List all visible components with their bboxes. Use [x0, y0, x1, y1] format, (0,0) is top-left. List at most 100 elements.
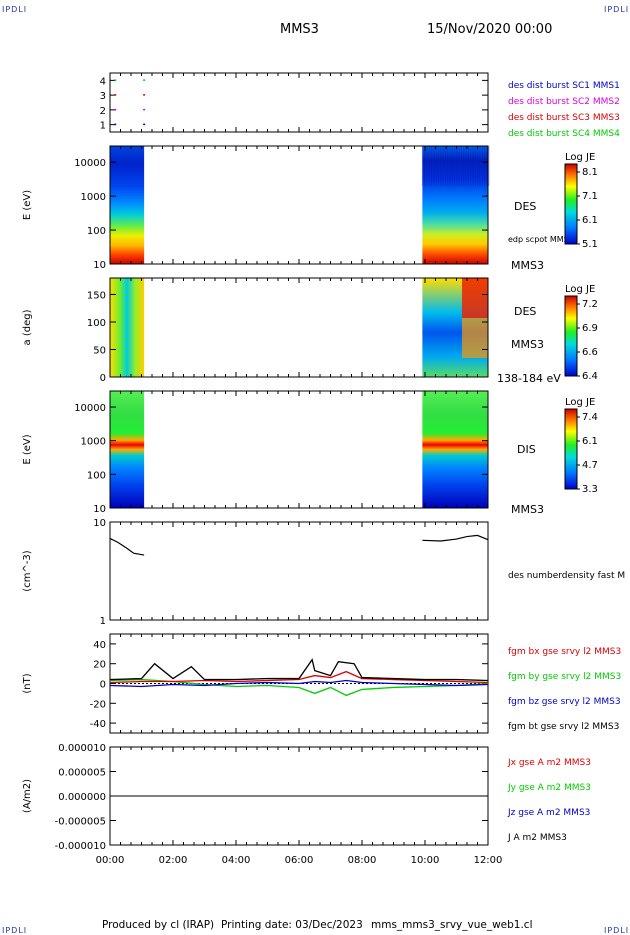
- footer-produced-by: Produced by cl (IRAP): [102, 919, 215, 931]
- panel-spacecraft-label: MMS3: [511, 338, 544, 351]
- bfield-legend-entry: fgm bx gse srvy l2 MMS3: [508, 647, 621, 657]
- y-tick-label: 0.000000: [58, 792, 106, 803]
- colorbar-tick-label: 7.4: [582, 412, 598, 423]
- colorbar-tick-label: 6.4: [582, 371, 598, 382]
- y-tick-label: 1: [100, 121, 106, 132]
- colorbar-tick-label: 6.1: [582, 436, 598, 447]
- dis-energy-spectrogram-block: [422, 391, 488, 508]
- burst-legend-entry: des dist burst SC2 MMS2: [508, 97, 620, 107]
- burst-legend-entry: des dist burst SC4 MMS4: [508, 129, 620, 139]
- current-legend-entry: Jx gse A m2 MMS3: [507, 758, 591, 768]
- x-tick-label: 12:00: [474, 855, 503, 866]
- panel-instrument-label: DES: [514, 305, 536, 318]
- y-tick-label: 150: [87, 291, 106, 302]
- panel-overlay-label: edp scpot MMS3: [508, 235, 574, 244]
- y-tick-label: 50: [93, 346, 106, 357]
- density-series-line: [422, 534, 489, 542]
- bfield-legend-entry: fgm bt gse srvy l2 MMS3: [508, 722, 619, 732]
- colorbar-tick-label: 7.2: [582, 299, 598, 310]
- colorbar-tick-label: 6.9: [582, 323, 598, 334]
- y-tick-label: 0.000005: [58, 768, 106, 779]
- y-tick-label: 0: [100, 680, 106, 691]
- corner-mark-bottom-left: IPDLI: [2, 926, 28, 935]
- y-tick-label: 100: [87, 318, 106, 329]
- colorbar-tick-label: 4.7: [582, 460, 598, 471]
- y-tick-label: 10: [93, 518, 106, 529]
- bfield-series-line: [109, 658, 489, 682]
- bfield-series-line: [109, 670, 489, 684]
- current-legend-entry: Jy gse A m2 MMS3: [507, 783, 591, 793]
- des-energy-colorbar: [564, 163, 578, 245]
- density-series-line: [109, 537, 145, 556]
- x-tick-label: 10:00: [411, 855, 440, 866]
- colorbar-title: Log JE: [565, 284, 595, 295]
- des-pitch-colorbar: [564, 295, 578, 377]
- colorbar-tick-label: 6.6: [582, 347, 598, 358]
- corner-mark-top-right: IPDLI: [604, 5, 630, 14]
- dis-energy-spectrogram-block: [110, 391, 145, 508]
- bfield-legend-entry: fgm bz gse srvy l2 MMS3: [508, 697, 621, 707]
- x-tick-label: 02:00: [159, 855, 188, 866]
- burst-point: [143, 108, 146, 111]
- burst-legend-entry: des dist burst SC3 MMS3: [508, 113, 620, 123]
- corner-mark-bottom-right: IPDLI: [604, 926, 630, 935]
- x-tick-label: 08:00: [348, 855, 377, 866]
- y-tick-label: -0.000010: [55, 841, 106, 852]
- colorbar-tick-label: 7.1: [582, 191, 598, 202]
- panel-energy-range-label: 138-184 eV: [497, 372, 561, 385]
- y-tick-label: 0.000010: [58, 743, 106, 754]
- panel-instrument-label: DES: [514, 200, 536, 213]
- x-tick-label: 04:00: [222, 855, 251, 866]
- pitch-hot-region: [462, 278, 488, 318]
- y-axis-label: (nT): [22, 673, 33, 693]
- colorbar-tick-label: 5.1: [582, 239, 598, 250]
- y-axis-label: a (deg): [22, 309, 33, 345]
- panel-instrument-label: DIS: [517, 443, 536, 456]
- y-tick-label: 4: [100, 76, 106, 87]
- y-tick-label: 1000: [81, 192, 106, 203]
- footer-filename: mms_mms3_srvy_vue_web1.cl: [371, 919, 533, 931]
- panel-spacecraft-label: MMS3: [511, 503, 544, 516]
- y-tick-label: 0: [100, 373, 106, 384]
- pitch-warm-region: [462, 318, 488, 358]
- burst-legend-entry: des dist burst SC1 MMS1: [508, 81, 620, 91]
- dis-energy-colorbar: [564, 408, 578, 490]
- colorbar-tick-label: 8.1: [582, 167, 598, 178]
- bfield-series-line: [109, 679, 489, 688]
- current-legend-entry: J A m2 MMS3: [507, 833, 567, 843]
- burst-point: [143, 79, 146, 81]
- y-tick-label: 20: [93, 660, 106, 671]
- burst-point: [114, 123, 117, 126]
- colorbar-title: Log JE: [565, 152, 595, 163]
- y-tick-label: 100: [87, 470, 106, 481]
- density-legend-entry: des numberdensity fast M: [508, 571, 625, 581]
- des-energy-spectrogram-block: [422, 146, 488, 264]
- y-tick-label: -20: [90, 699, 106, 710]
- des-pitch-spectrogram-block: [110, 278, 145, 377]
- burst-point: [114, 108, 117, 111]
- panel-spacecraft-label: MMS3: [511, 259, 544, 272]
- bfield-legend-entry: fgm by gse srvy l2 MMS3: [508, 672, 621, 682]
- spacecraft-title: MMS3: [280, 22, 319, 37]
- summary-plot: 1 2 3 4 des dist burst SC1 MMS1 des dist burs…: [22, 72, 625, 866]
- y-tick-label: 10000: [74, 403, 106, 414]
- y-tick-label: 10000: [74, 158, 106, 169]
- date-title: 15/Nov/2020 00:00: [427, 22, 553, 37]
- y-axis-label: (A/m2): [22, 779, 33, 813]
- y-tick-label: 2: [100, 106, 106, 117]
- x-tick-label: 06:00: [285, 855, 314, 866]
- current-legend-entry: Jz gse A m2 MMS3: [507, 808, 590, 818]
- burst-panel-frame: [109, 72, 489, 133]
- y-axis-label: E (eV): [22, 190, 33, 220]
- bfield-series-line: [109, 678, 489, 697]
- colorbar-title: Log JE: [565, 397, 595, 408]
- y-axis-label: E (eV): [22, 434, 33, 464]
- colorbar-tick-label: 3.3: [582, 484, 598, 495]
- y-tick-label: 10: [93, 504, 106, 515]
- y-tick-label: -40: [90, 719, 106, 730]
- y-tick-label: 10: [93, 260, 106, 271]
- y-tick-label: -0.000005: [55, 817, 106, 828]
- y-tick-label: 40: [93, 640, 106, 651]
- corner-mark-top-left: IPDLI: [2, 5, 28, 14]
- y-tick-label: 3: [100, 91, 106, 102]
